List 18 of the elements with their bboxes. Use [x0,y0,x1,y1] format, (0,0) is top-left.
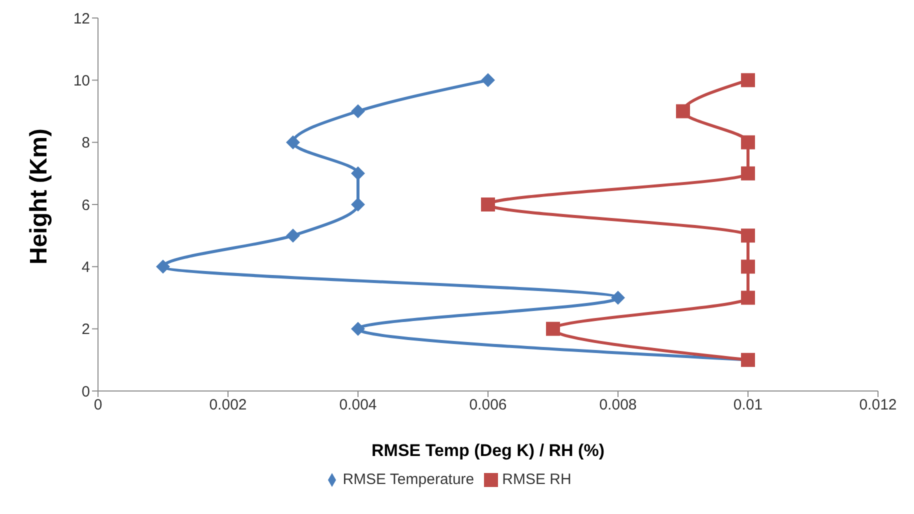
y-tick-label: 8 [82,134,90,152]
x-tick-label: 0.012 [859,396,897,414]
x-axis-title: RMSE Temp (Deg K) / RH (%) [372,441,604,460]
x-tick-label: 0 [94,396,102,414]
y-tick-label: 12 [73,10,90,28]
y-tick-label: 4 [82,258,90,276]
x-tick-label: 0.01 [733,396,763,414]
y-tick-label: 10 [73,72,90,90]
y-axis-title: Height (Km) [26,128,53,264]
x-tick-label: 0.008 [599,396,637,414]
y-tick-label: 0 [82,383,90,400]
y-tick-label: 2 [82,321,90,338]
y-tick-label: 6 [82,196,90,214]
x-tick-label: 0.004 [339,396,377,414]
x-tick-label: 0.006 [469,396,507,414]
x-tick-label: 0.002 [209,396,247,414]
legend-label: RMSE Temperature [342,471,474,488]
legend-label: RMSE RH [502,471,572,488]
